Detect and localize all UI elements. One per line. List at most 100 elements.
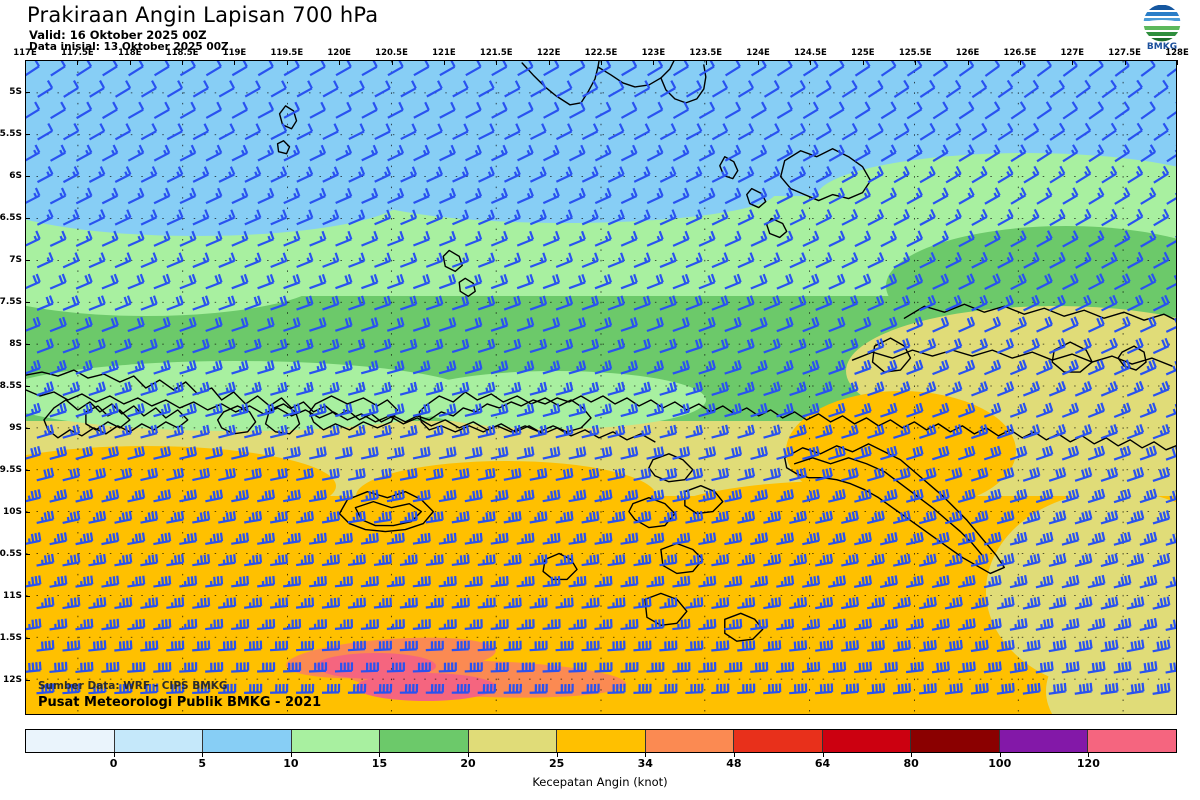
y-axis-tick-label: 11S — [2, 591, 22, 601]
x-axis-tick — [1072, 60, 1074, 65]
y-axis-tick-label: 12S — [2, 675, 22, 685]
coastlines — [26, 61, 1176, 642]
y-axis-tick-label: 11.5S — [0, 633, 22, 643]
colorbar-segment-above-120 — [1088, 730, 1176, 752]
x-axis-tick — [548, 60, 550, 65]
y-axis-tick — [25, 554, 30, 555]
x-axis-tick-label: 119E — [222, 48, 247, 58]
x-axis-tick — [182, 60, 184, 65]
y-axis-tick — [25, 680, 30, 681]
initial-data-label: Data inisial: 13 Oktober 2025 00Z — [29, 41, 229, 53]
colorbar-tick-label: 10 — [283, 757, 299, 770]
page-header: Prakiraan Angin Lapisan 700 hPa Valid: 1… — [0, 0, 1200, 60]
x-axis-tick-label: 125E — [851, 48, 875, 58]
x-axis-tick-label: 122.5E — [584, 48, 618, 58]
x-axis-tick-label: 118.5E — [165, 48, 199, 58]
colorbar-strip[interactable] — [25, 729, 1177, 753]
credit-watermark: Pusat Meteorologi Publik BMKG - 2021 — [38, 695, 322, 710]
blob-salmon-core-d — [316, 653, 436, 679]
colorbar-segment-below-0 — [26, 730, 115, 752]
x-axis-tick — [25, 60, 26, 65]
y-axis-tick-label: 6.5S — [0, 213, 22, 223]
bmkg-globe-icon — [1142, 3, 1182, 43]
x-axis-tick-label: 121.5E — [479, 48, 513, 58]
colorbar-segment-25-34 — [557, 730, 646, 752]
colorbar: 0 5 10 15 20 25 34 48 64 80 100 120 — [25, 729, 1177, 770]
colorbar-tick — [202, 753, 204, 757]
bmkg-logo-label: BMKG — [1146, 42, 1178, 52]
x-axis-tick-label: 122E — [536, 48, 561, 58]
x-axis-tick — [810, 60, 812, 65]
colorbar-tick-label: 20 — [460, 757, 476, 770]
x-axis-tick-label: 123E — [641, 48, 666, 58]
x-axis-tick-label: 123.5E — [689, 48, 723, 58]
y-axis-tick-label: 9.5S — [0, 465, 22, 475]
wind-barb-group — [26, 61, 1176, 695]
x-axis-tick-label: 126.5E — [1003, 48, 1037, 58]
x-axis-tick-label: 128E — [1165, 48, 1189, 58]
page-title: Prakiraan Angin Lapisan 700 hPa — [27, 3, 379, 27]
colorbar-tick-label: 25 — [549, 757, 565, 770]
x-axis-tick-label: 121E — [432, 48, 456, 58]
data-source-watermark: Sumber Data: WRF - CIPS BMKG — [38, 680, 228, 692]
y-axis-tick-label: 7S — [9, 255, 22, 265]
colorbar-tick-label: 15 — [371, 757, 388, 770]
map-overlay — [26, 61, 1176, 714]
y-axis-tick — [25, 134, 30, 135]
x-axis-tick — [705, 60, 707, 65]
colorbar-tick — [468, 753, 470, 757]
x-axis-tick-label: 119.5E — [270, 48, 304, 58]
colorbar-tick — [379, 753, 381, 757]
y-axis-tick — [25, 596, 30, 597]
y-axis-tick-label: 6S — [9, 171, 22, 181]
colorbar-tick-label: 100 — [988, 757, 1012, 770]
wind-speed-contour-blobs — [26, 61, 1176, 714]
x-axis-tick — [234, 60, 236, 65]
x-axis-tick — [1124, 60, 1126, 65]
x-axis-tick — [1177, 60, 1178, 65]
y-axis-tick — [25, 638, 30, 639]
x-axis-tick — [862, 60, 864, 65]
colorbar-tick — [645, 753, 647, 757]
x-axis-tick — [339, 60, 341, 65]
x-axis-tick-label: 118E — [117, 48, 142, 58]
y-axis-tick — [25, 470, 30, 471]
colorbar-tick — [556, 753, 558, 757]
colorbar-tick-label: 80 — [903, 757, 919, 770]
colorbar-tick-label: 64 — [814, 757, 831, 770]
colorbar-tick-label: 120 — [1076, 757, 1100, 770]
colorbar-segment-48-64 — [734, 730, 823, 752]
wind-barbs-layer — [26, 61, 1176, 695]
colorbar-segment-100-120 — [999, 730, 1089, 752]
x-axis-tick — [129, 60, 131, 65]
map-plot-area[interactable]: Sumber Data: WRF - CIPS BMKG Pusat Meteo… — [25, 60, 1177, 715]
colorbar-tick — [733, 753, 735, 757]
y-axis-tick — [25, 344, 30, 345]
colorbar-segment-34-48 — [645, 730, 735, 752]
x-axis-tick-label: 127E — [1060, 48, 1085, 58]
colorbar-tick — [999, 753, 1001, 757]
y-axis-tick — [25, 218, 30, 219]
x-axis-tick-label: 124E — [746, 48, 770, 58]
colorbar-tick-label: 0 — [109, 757, 118, 770]
x-axis-tick — [967, 60, 969, 65]
colorbar-tick — [113, 753, 115, 757]
colorbar-tick — [290, 753, 292, 757]
x-axis-tick-label: 120E — [327, 48, 351, 58]
colorbar-tick — [911, 753, 913, 757]
y-axis-tick — [25, 428, 30, 429]
x-axis-tick-label: 127.5E — [1108, 48, 1141, 58]
y-axis-tick — [25, 386, 30, 387]
x-axis-tick — [653, 60, 655, 65]
y-axis-tick-label: 5S — [9, 87, 22, 97]
colorbar-segment-64-80 — [822, 730, 912, 752]
colorbar-tick-label: 48 — [726, 757, 742, 770]
x-axis-tick-label: 124.5E — [794, 48, 827, 58]
x-axis-tick — [496, 60, 498, 65]
x-axis-tick — [391, 60, 393, 65]
x-axis-tick-label: 125.5E — [898, 48, 932, 58]
x-axis-tick-label: 117.5E — [61, 48, 94, 58]
y-axis-tick-label: 5.5S — [0, 129, 22, 139]
x-axis-tick — [77, 60, 79, 65]
colorbar-tick-label: 5 — [198, 757, 207, 770]
